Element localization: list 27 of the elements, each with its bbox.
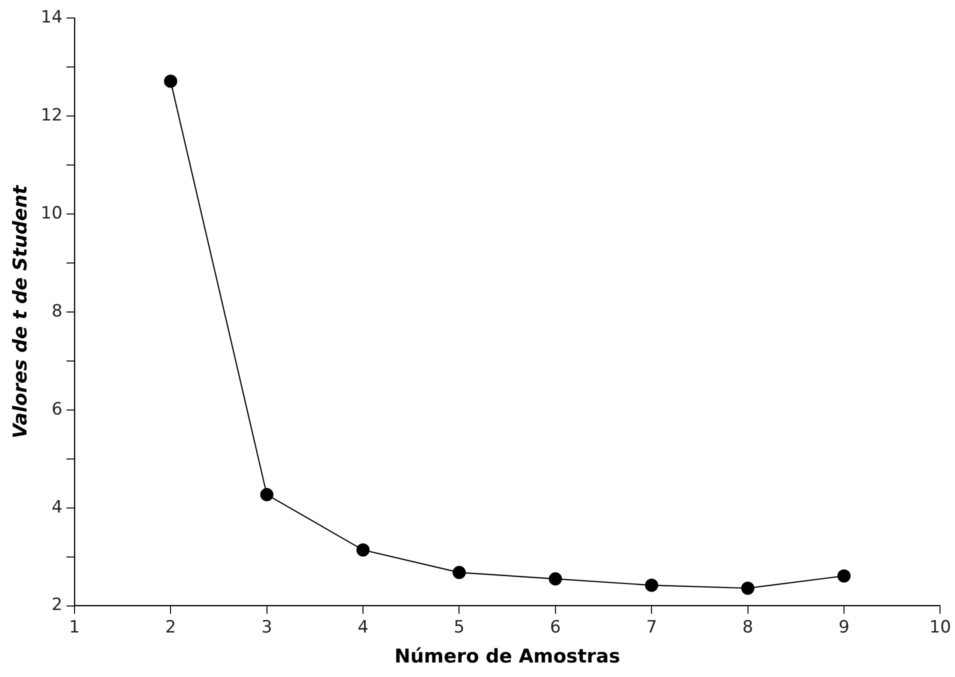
x-tick-label: 1	[69, 617, 80, 638]
y-tick-label: 14	[40, 7, 62, 28]
x-tick-label: 8	[742, 617, 754, 638]
point	[837, 569, 851, 583]
y-tick-label: 10	[40, 203, 62, 224]
point	[356, 543, 370, 557]
point	[452, 566, 466, 580]
x-tick-label: 3	[261, 617, 272, 638]
x-tick-label: 7	[646, 617, 658, 638]
y-axis-title: Valores de t de Student	[9, 184, 32, 438]
y-tick-label: 8	[52, 301, 62, 322]
y-tick-label: 12	[40, 105, 62, 126]
x-tick-label: 2	[165, 617, 176, 638]
y-tick-label: 4	[52, 497, 62, 518]
x-tick-label: 6	[550, 617, 561, 638]
x-tick-label: 10	[929, 617, 952, 638]
point	[164, 74, 178, 88]
point	[741, 582, 754, 595]
point	[645, 578, 658, 592]
point	[260, 488, 274, 502]
point	[548, 572, 562, 586]
x-tick-label: 5	[454, 617, 465, 638]
y-tick-label: 2	[52, 595, 62, 616]
x-axis-title: Número de Amostras	[394, 646, 620, 668]
x-tick-label: 4	[358, 617, 368, 638]
x-tick-label: 9	[838, 617, 850, 638]
y-tick-label: 6	[52, 399, 62, 420]
